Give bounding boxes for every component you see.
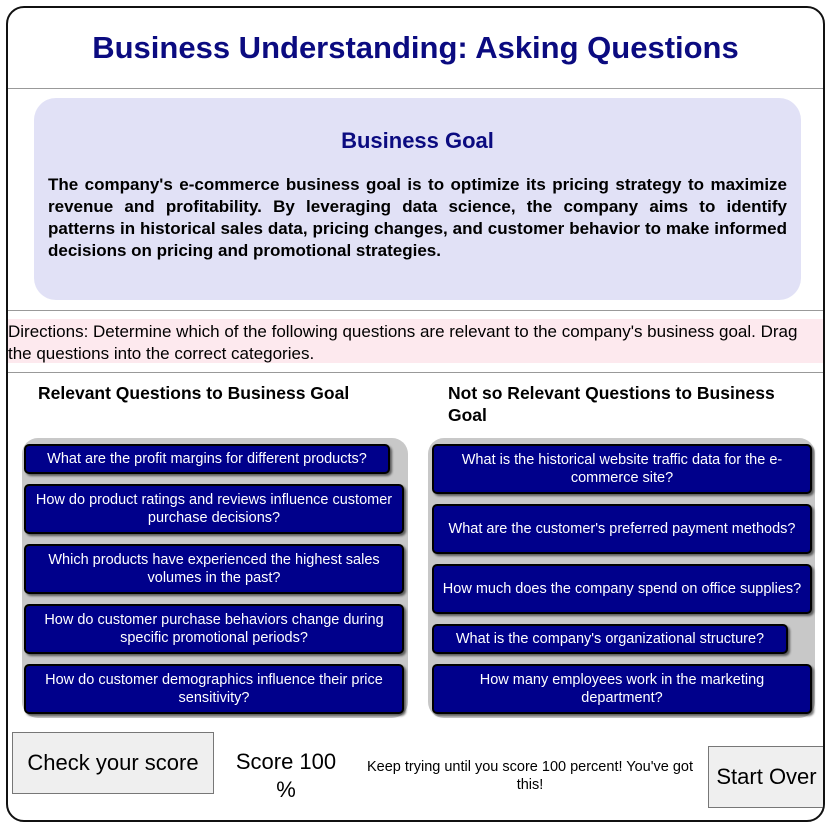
question-card[interactable]: How many employees work in the marketing… (432, 664, 812, 714)
relevant-heading: Relevant Questions to Business Goal (38, 383, 350, 403)
goal-divider (8, 310, 823, 311)
directions-divider (8, 372, 823, 373)
question-card[interactable]: What are the customer's preferred paymen… (432, 504, 812, 554)
start-over-button[interactable]: Start Over (708, 746, 823, 808)
question-card[interactable]: What are the profit margins for differen… (24, 444, 390, 474)
question-card[interactable]: Which products have experienced the high… (24, 544, 404, 594)
page-title: Business Understanding: Asking Questions (92, 30, 739, 65)
not-relevant-heading: Not so Relevant Questions to Business Go… (448, 383, 775, 425)
question-card[interactable]: What is the company's organizational str… (432, 624, 788, 654)
question-card[interactable]: How do product ratings and reviews influ… (24, 484, 404, 534)
not-relevant-drop-zone[interactable]: What is the historical website traffic d… (428, 438, 815, 718)
check-score-button[interactable]: Check your score (12, 732, 214, 794)
business-goal-card: Business Goal The company's e-commerce b… (34, 98, 801, 300)
directions-text: Directions: Determine which of the follo… (8, 319, 823, 363)
score-display: Score 100 % (235, 749, 337, 802)
question-card[interactable]: How much does the company spend on offic… (432, 564, 812, 614)
question-card[interactable]: How do customer demographics influence t… (24, 664, 404, 714)
encouragement-message: Keep trying until you score 100 percent!… (366, 759, 694, 793)
relevant-drop-zone[interactable]: What are the profit margins for differen… (22, 438, 408, 718)
business-goal-heading: Business Goal (341, 128, 494, 153)
question-card[interactable]: What is the historical website traffic d… (432, 444, 812, 494)
question-card[interactable]: How do customer purchase behaviors chang… (24, 604, 404, 654)
title-divider (8, 88, 823, 89)
business-goal-text: The company's e-commerce business goal i… (48, 175, 787, 260)
activity-frame: Business Understanding: Asking Questions… (6, 6, 825, 822)
